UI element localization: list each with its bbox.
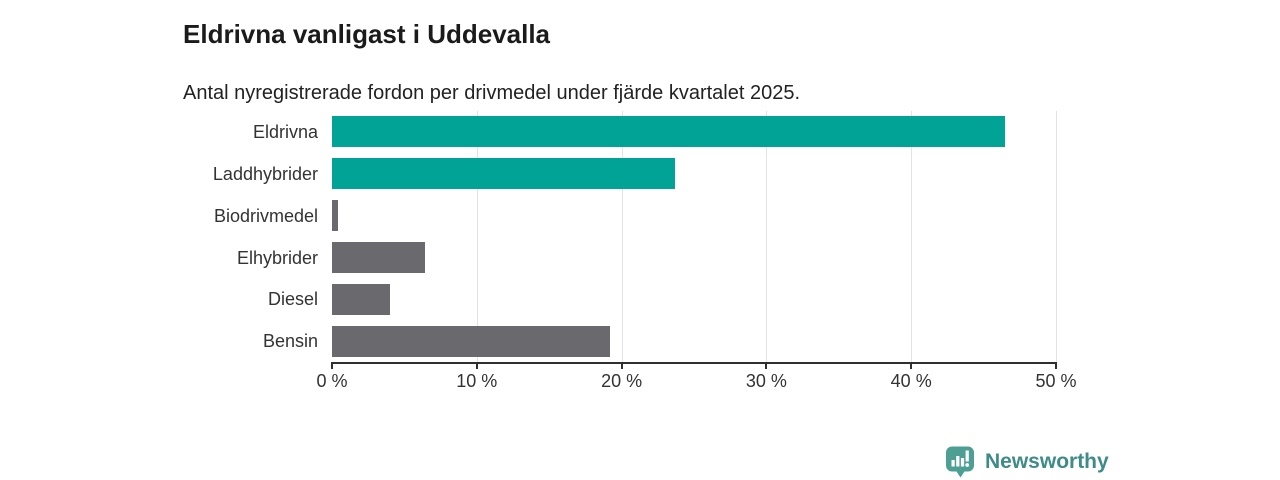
axis-tick-label: 0 %	[316, 371, 348, 391]
axis-tick	[910, 362, 913, 369]
axis-tick	[475, 362, 478, 369]
axis-tick-label: 20 %	[601, 371, 643, 391]
category-label: Biodrivmedel	[213, 205, 318, 226]
gridline	[1056, 111, 1057, 362]
axis-tick	[765, 362, 768, 369]
gridline	[476, 111, 478, 362]
category-label: Diesel	[267, 289, 318, 310]
gridline	[911, 111, 913, 362]
bar-eldrivna	[332, 116, 1006, 148]
newsworthy-logo: Newsworthy	[944, 445, 1109, 478]
bar-biodrivmedel	[332, 200, 338, 232]
bar-elhybrider	[332, 241, 425, 273]
plot-area	[332, 111, 1057, 364]
axis-tick	[331, 362, 333, 369]
gridline	[766, 111, 768, 362]
newsworthy-wordmark: Newsworthy	[985, 450, 1109, 473]
axis-tick	[620, 362, 623, 369]
chart-subtitle: Antal nyregistrerade fordon per drivmede…	[183, 82, 801, 104]
axis-tick	[1055, 362, 1057, 369]
category-label: Elhybrider	[236, 247, 318, 268]
category-label: Bensin	[262, 331, 318, 352]
newsworthy-icon	[946, 446, 974, 478]
axis-tick-label: 50 %	[1035, 371, 1077, 391]
category-label: Laddhybrider	[212, 163, 318, 184]
chart-title: Eldrivna vanligast i Uddevalla	[183, 19, 551, 50]
bar-diesel	[332, 283, 390, 315]
gridline	[621, 111, 623, 362]
axis-tick-label: 30 %	[745, 371, 787, 391]
bar-laddhybrider	[332, 158, 676, 190]
category-label: Eldrivna	[252, 122, 318, 142]
bar-bensin	[332, 325, 611, 357]
axis-tick-label: 10 %	[456, 371, 498, 391]
axis-tick-label: 40 %	[890, 371, 932, 391]
